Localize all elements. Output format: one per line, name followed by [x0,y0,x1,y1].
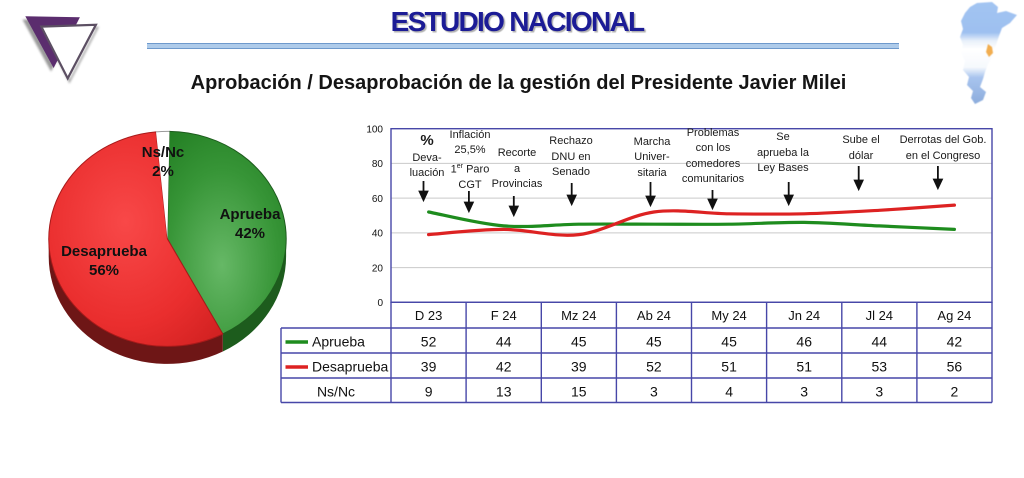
svg-text:3: 3 [875,384,883,400]
svg-text:100: 100 [366,124,383,135]
svg-text:2: 2 [951,384,959,400]
svg-text:46: 46 [796,334,812,350]
svg-text:Ag 24: Ag 24 [937,308,971,323]
svg-text:3: 3 [650,384,658,400]
svg-text:80: 80 [372,159,384,170]
svg-text:51: 51 [796,359,812,375]
svg-text:Mz 24: Mz 24 [561,308,596,323]
svg-text:45: 45 [721,334,737,350]
svg-text:44: 44 [872,334,888,350]
svg-text:Jl 24: Jl 24 [866,308,893,323]
svg-text:44: 44 [496,334,512,350]
svg-text:42: 42 [947,334,963,350]
svg-text:Desaprueba: Desaprueba [312,359,388,375]
svg-text:F 24: F 24 [491,308,517,323]
svg-text:Aprueba: Aprueba [312,334,365,350]
svg-text:52: 52 [646,359,662,375]
svg-text:Jn 24: Jn 24 [788,308,820,323]
svg-text:15: 15 [571,384,587,400]
svg-text:D 23: D 23 [415,308,442,323]
svg-text:52: 52 [421,334,437,350]
svg-text:39: 39 [421,359,437,375]
svg-text:39: 39 [571,359,587,375]
svg-text:51: 51 [721,359,737,375]
svg-text:Ab 24: Ab 24 [637,308,671,323]
svg-text:40: 40 [372,229,384,240]
svg-text:56: 56 [947,359,963,375]
svg-text:0: 0 [377,298,383,309]
svg-text:13: 13 [496,384,512,400]
svg-text:20: 20 [372,263,384,274]
svg-text:45: 45 [646,334,662,350]
svg-text:53: 53 [872,359,888,375]
svg-text:4: 4 [725,384,733,400]
svg-text:45: 45 [571,334,587,350]
svg-text:My 24: My 24 [711,308,746,323]
svg-text:3: 3 [800,384,808,400]
svg-text:42: 42 [496,359,512,375]
svg-text:Ns/Nc: Ns/Nc [317,384,355,400]
svg-text:9: 9 [425,384,433,400]
svg-text:60: 60 [372,194,384,205]
